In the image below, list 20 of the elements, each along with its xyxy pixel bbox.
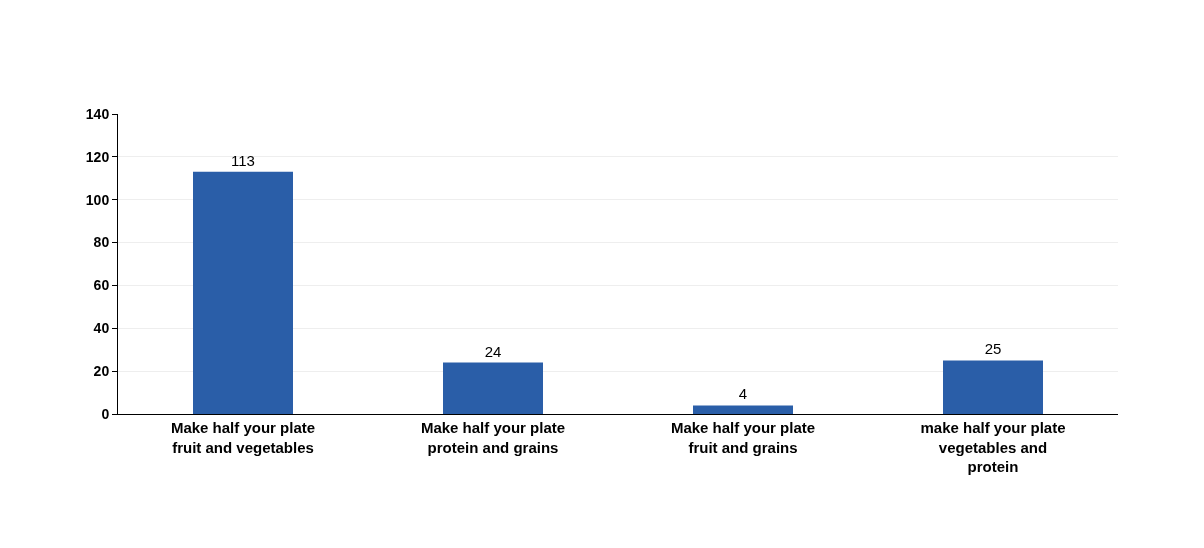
- x-tick-label: Make half your plate fruit and grains: [670, 419, 816, 456]
- y-tick-label: 100: [85, 191, 110, 208]
- x-tick-label: Make half your plate protein and grains: [420, 419, 566, 456]
- x-tick-label: Make half your plate fruit and vegetables: [170, 419, 316, 456]
- y-tick-label: 140: [85, 105, 110, 122]
- x-tick-label: make half your plate vegetables and protein: [920, 419, 1066, 475]
- y-tick-label: 60: [93, 277, 110, 294]
- bar: [693, 405, 793, 414]
- data-label: 25: [984, 340, 1002, 358]
- y-tick-label: 0: [101, 405, 110, 422]
- y-tick-label: 120: [85, 148, 110, 165]
- y-tick-label: 80: [93, 234, 110, 251]
- data-label: 4: [738, 385, 748, 403]
- y-tick-label: 40: [93, 320, 110, 337]
- y-tick-label: 20: [93, 363, 110, 380]
- data-label: 24: [484, 342, 502, 360]
- bar: [943, 360, 1043, 414]
- data-label: 113: [231, 151, 255, 169]
- bar: [443, 362, 543, 414]
- bar: [193, 171, 293, 414]
